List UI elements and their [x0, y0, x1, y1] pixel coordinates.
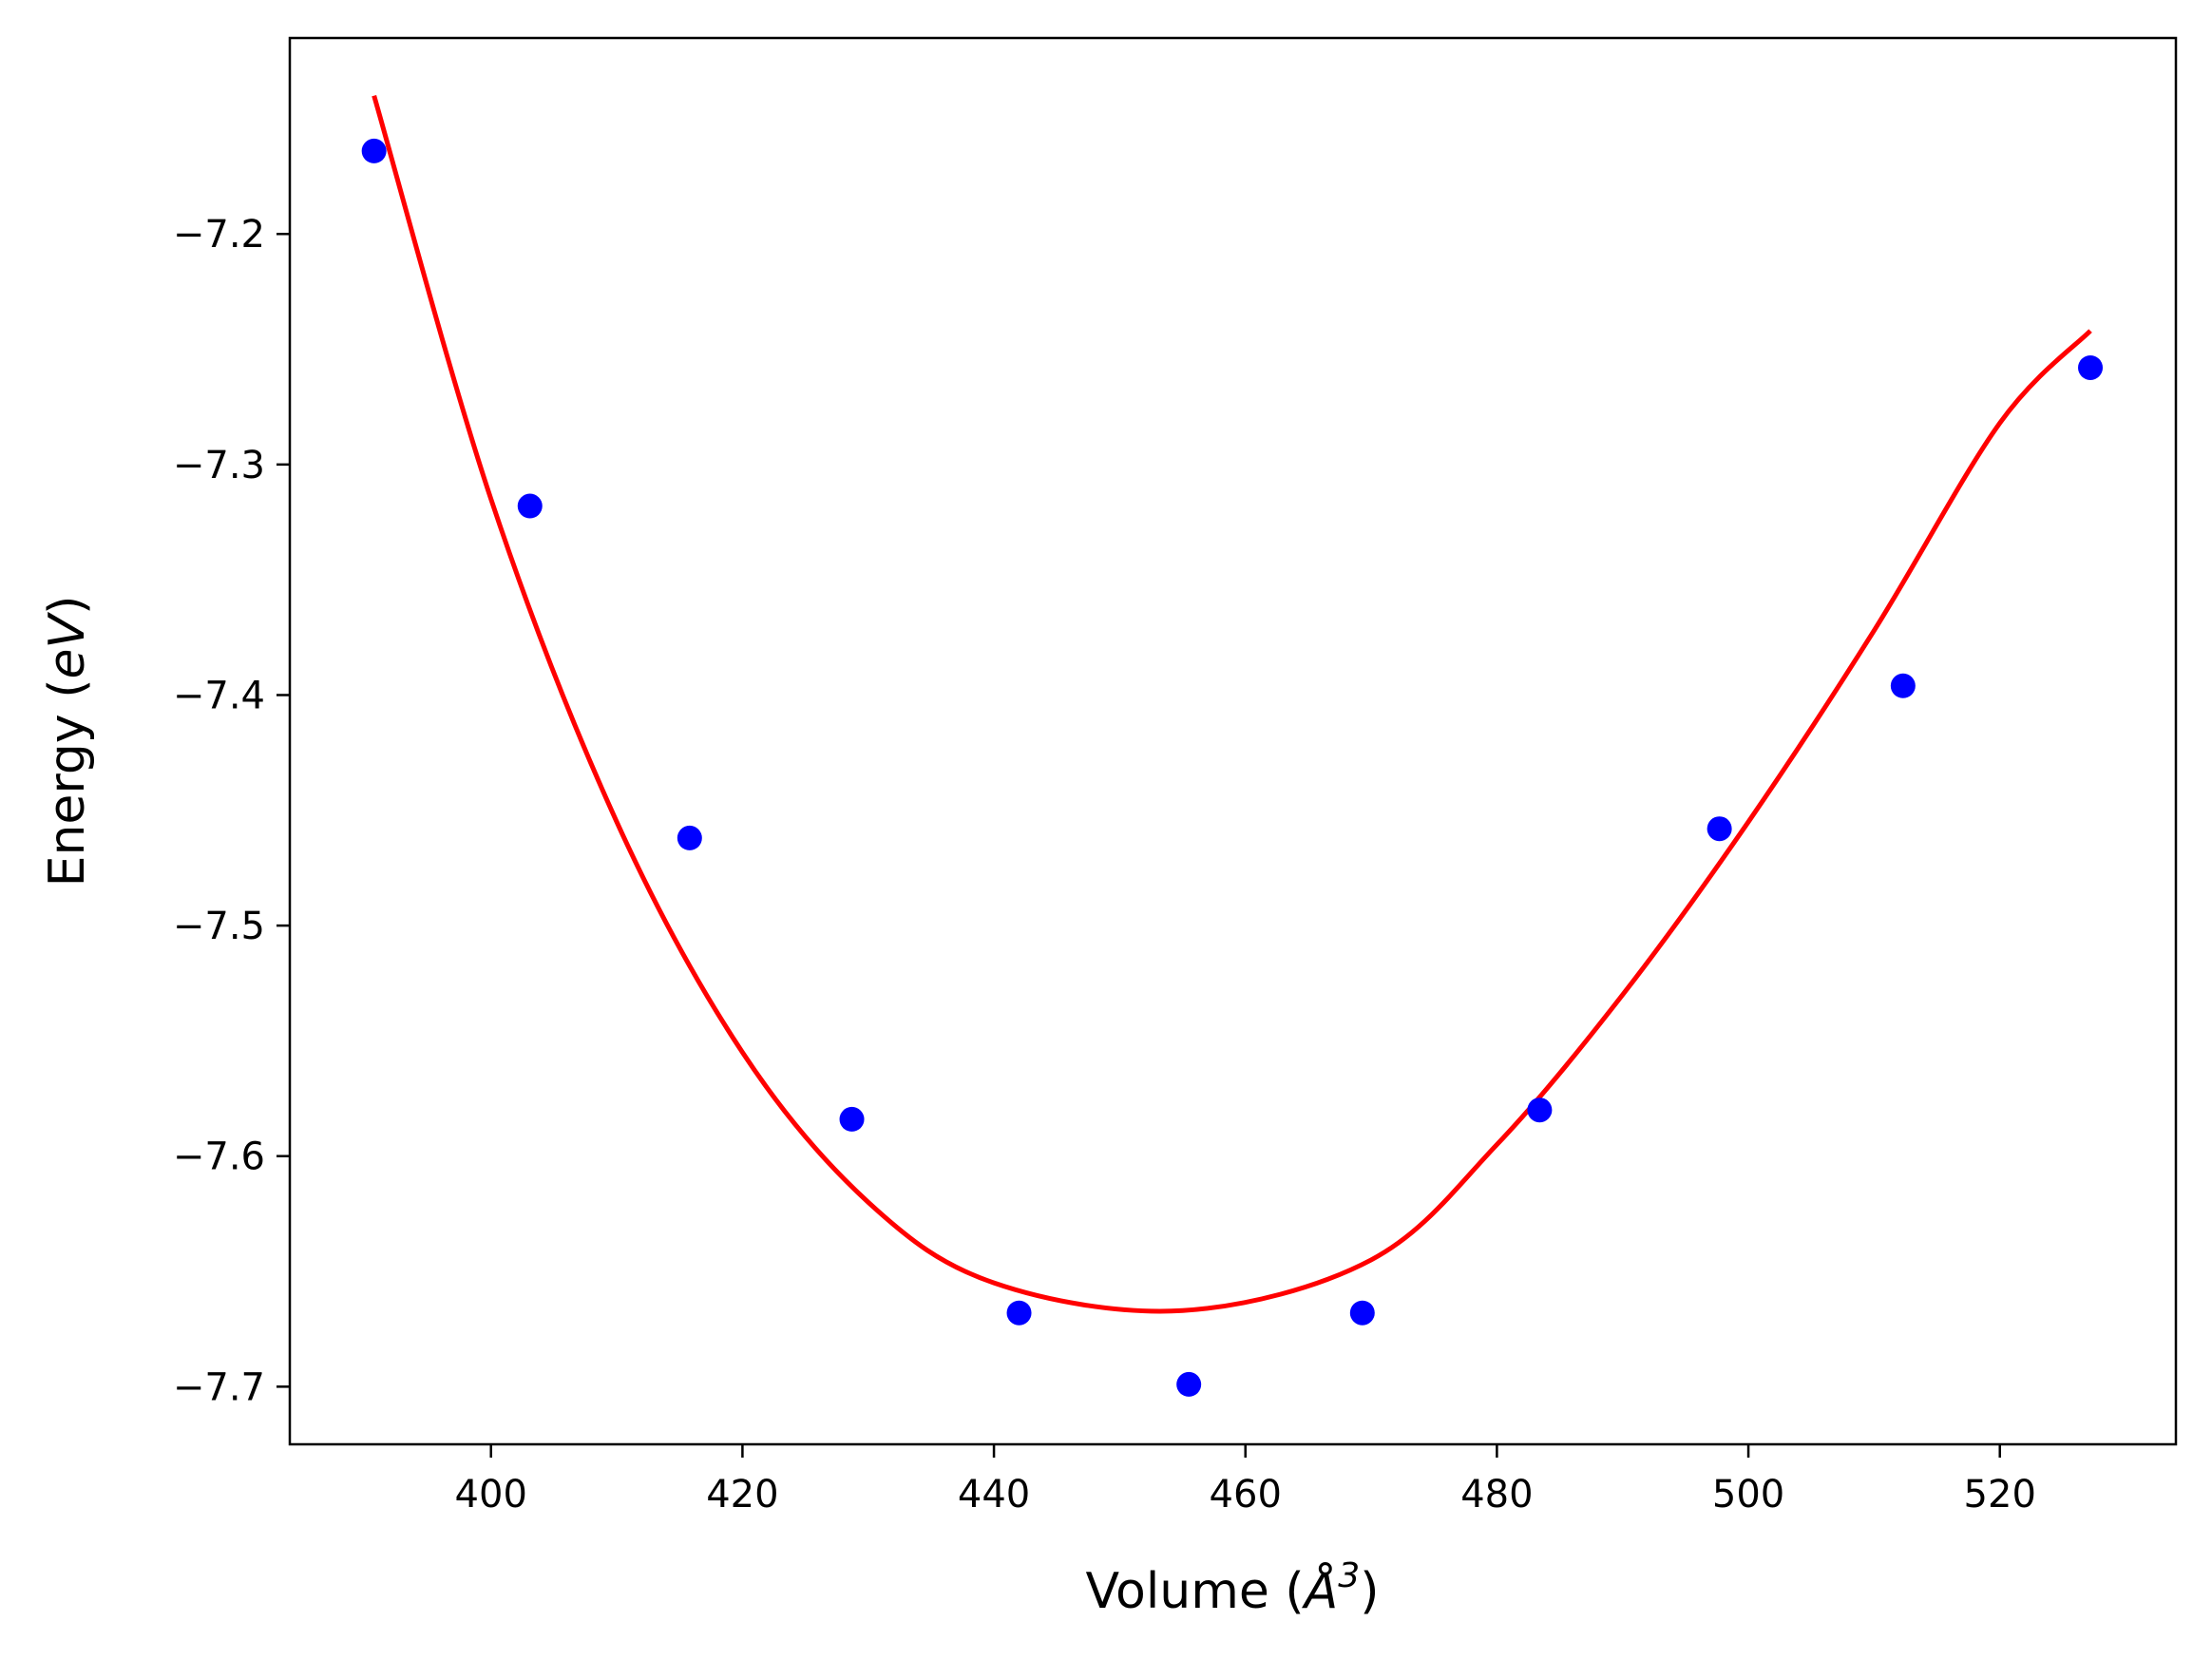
x-tick-label: 460 — [1210, 1473, 1282, 1517]
data-point — [1707, 816, 1732, 842]
data-point — [1006, 1300, 1032, 1326]
x-tick-label: 480 — [1460, 1473, 1533, 1517]
data-point — [677, 825, 702, 850]
y-tick-label: −7.4 — [173, 674, 265, 717]
y-axis-ticks: −7.2 −7.3 −7.4 −7.5 −7.6 −7.7 — [173, 213, 290, 1409]
y-tick-label: −7.5 — [173, 905, 265, 948]
data-point — [839, 1106, 865, 1132]
data-points-layer — [361, 138, 2104, 1397]
fit-curve-layer — [372, 94, 2092, 1314]
data-point — [1176, 1371, 1202, 1397]
y-tick-label: −7.6 — [173, 1135, 265, 1179]
x-tick-label: 520 — [1964, 1473, 2036, 1517]
y-tick-label: −7.7 — [173, 1365, 265, 1409]
x-axis-ticks: 400 420 440 460 480 500 520 — [455, 1444, 2036, 1517]
data-point — [361, 138, 387, 163]
data-point — [1527, 1097, 1553, 1123]
plot-frame — [288, 36, 2178, 1446]
data-point — [2078, 354, 2104, 380]
data-point — [1890, 673, 1916, 698]
y-tick-label: −7.2 — [173, 213, 265, 257]
x-axis-label-text: Volume — [1085, 1563, 1268, 1620]
data-point — [1349, 1300, 1375, 1326]
y-axis-unit: eV — [39, 612, 96, 679]
y-axis-label-text: Energy — [39, 714, 96, 887]
x-tick-label: 420 — [706, 1473, 778, 1517]
x-axis-label: Volume (Å3) — [1085, 1556, 1379, 1620]
y-axis-label: Energy (eV) — [39, 596, 96, 887]
x-tick-label: 500 — [1712, 1473, 1784, 1517]
x-tick-label: 400 — [455, 1473, 527, 1517]
x-axis-unit-symbol: Å — [1302, 1561, 1339, 1620]
y-tick-label: −7.3 — [173, 444, 265, 487]
plot-area — [290, 38, 2176, 1444]
x-axis-unit-exponent: 3 — [1338, 1556, 1360, 1595]
x-tick-label: 440 — [958, 1473, 1030, 1517]
fit-curve — [372, 94, 2092, 1314]
data-point — [517, 493, 543, 519]
